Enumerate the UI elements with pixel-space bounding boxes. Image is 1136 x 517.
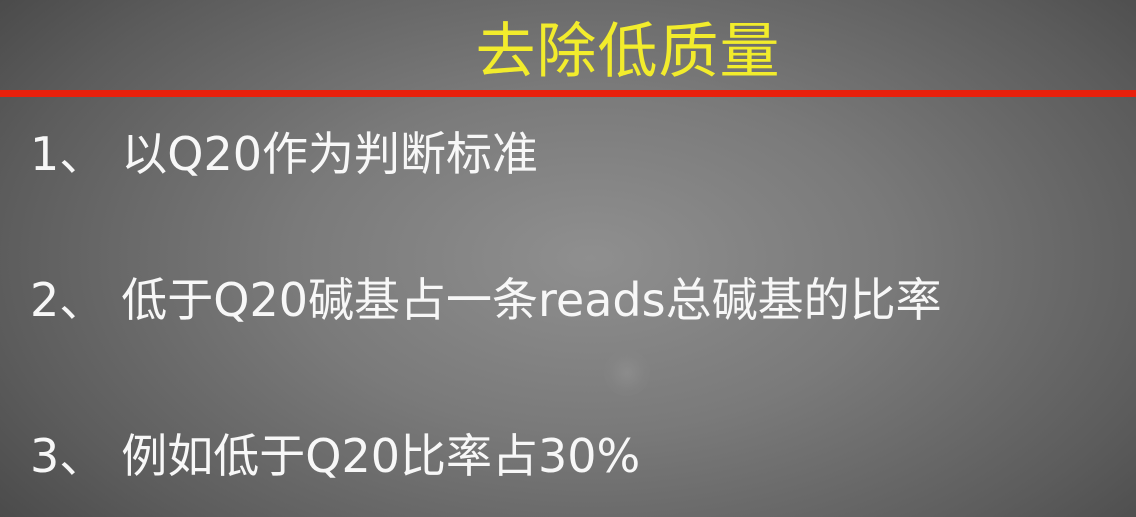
bullet-number: 1、 bbox=[30, 127, 106, 181]
bullet-text: 例如低于Q20比率占30% bbox=[121, 429, 641, 483]
bullet-item-3: 3、 例如低于Q20比率占30% bbox=[30, 426, 640, 486]
bullet-text: 以Q20作为判断标准 bbox=[121, 127, 539, 181]
bullet-text: 低于Q20碱基占一条reads总碱基的比率 bbox=[121, 273, 942, 327]
bullet-item-2: 2、 低于Q20碱基占一条reads总碱基的比率 bbox=[30, 270, 942, 330]
title-divider bbox=[0, 90, 1136, 97]
bullet-number: 2、 bbox=[30, 273, 106, 327]
bullet-item-1: 1、 以Q20作为判断标准 bbox=[30, 124, 538, 184]
slide-title: 去除低质量 bbox=[475, 17, 781, 87]
bullet-number: 3、 bbox=[30, 429, 106, 483]
pointer-highlight bbox=[604, 350, 650, 396]
